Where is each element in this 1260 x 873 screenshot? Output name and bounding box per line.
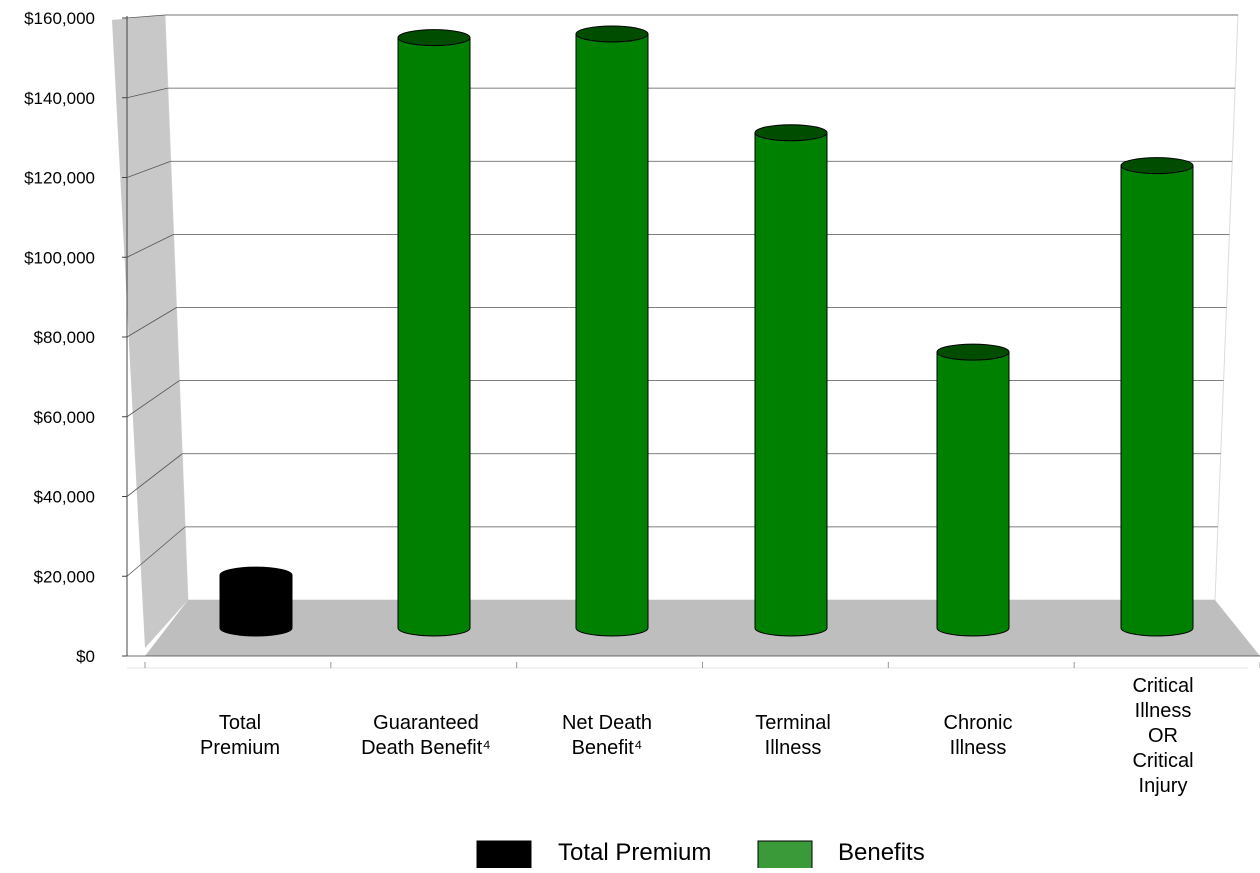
legend-swatch <box>757 840 813 872</box>
gridline-diagonal <box>126 14 166 19</box>
x-tick-label-line: Net Death <box>562 712 652 734</box>
x-tick-label-line: Injury <box>1139 775 1188 797</box>
chart-walls <box>112 14 1260 656</box>
gridline-diagonal <box>126 87 168 99</box>
bar-body <box>1120 165 1194 637</box>
y-tick-label: $160,000 <box>24 9 95 28</box>
x-tick-label: Total Premium <box>200 712 280 759</box>
bars <box>219 25 1194 637</box>
y-tick-label: $0 <box>76 647 95 666</box>
y-tick-label: $60,000 <box>34 408 95 427</box>
bar <box>936 343 1010 637</box>
bar <box>754 124 828 637</box>
gridline-diagonal <box>126 234 174 258</box>
legend-label: Benefits <box>838 839 925 866</box>
y-axis: $0 $20,000 $40,000 $60,000 $80,000 $100,000 $1… <box>24 9 1260 669</box>
x-tick-label-line: Total <box>219 712 261 734</box>
bar-body <box>219 574 293 637</box>
legend-swatch <box>476 840 532 872</box>
y-tick-label: $120,000 <box>24 169 95 188</box>
y-tick-label: $100,000 <box>24 248 95 267</box>
bar-body <box>754 132 828 637</box>
x-tick-label: Terminal Illness <box>755 712 831 759</box>
gridline-diagonal <box>126 453 183 497</box>
bar-top <box>936 343 1010 361</box>
y-tick-label: $40,000 <box>34 488 95 507</box>
bar-top <box>397 29 471 47</box>
legend-item: Total Premium <box>476 839 711 872</box>
x-tick-label-line: Guaranteed <box>373 712 479 734</box>
bar <box>397 29 471 637</box>
bar <box>1120 157 1194 637</box>
x-tick-label: Critical Illness OR Critical Injury <box>1132 675 1193 797</box>
bar-top <box>219 566 293 584</box>
x-tick-label-line: OR <box>1148 725 1178 747</box>
legend: Total Premium Benefits <box>476 839 925 872</box>
x-tick-label: Net Death Benefit⁴ <box>562 712 652 759</box>
x-tick-label: Guaranteed Death Benefit⁴ <box>361 712 491 759</box>
y-tick-label: $20,000 <box>34 567 95 586</box>
legend-label: Total Premium <box>558 839 711 866</box>
x-tick-label-line: Illness <box>950 737 1007 759</box>
x-tick-label-line: Death Benefit⁴ <box>361 737 491 759</box>
y-tick-label: $140,000 <box>24 89 95 108</box>
side-wall <box>112 15 188 648</box>
bar-top <box>1120 157 1194 175</box>
floor <box>145 600 1260 656</box>
x-tick-label: Chronic Illness <box>944 712 1013 759</box>
x-axis-labels: Total Premium Guaranteed Death Benefit⁴ Net … <box>200 675 1194 797</box>
legend-item: Benefits <box>757 839 925 872</box>
x-tick-label-line: Illness <box>765 737 822 759</box>
gridlines <box>126 14 1238 577</box>
x-tick-label-line: Illness <box>1135 700 1192 722</box>
bar <box>219 566 293 637</box>
bar-body <box>397 37 471 637</box>
x-tick-label-line: Benefit⁴ <box>572 737 643 759</box>
x-tick-label-line: Premium <box>200 737 280 759</box>
x-tick-label-line: Critical <box>1132 750 1193 772</box>
bar <box>575 25 649 637</box>
bar-body <box>936 351 1010 637</box>
x-tick-label-line: Terminal <box>755 712 831 734</box>
bar-top <box>575 25 649 43</box>
x-tick-label-line: Critical <box>1132 675 1193 697</box>
gridline-diagonal <box>126 526 186 577</box>
gridline-diagonal <box>126 380 180 418</box>
x-tick-label-line: Chronic <box>944 712 1013 734</box>
gridline-diagonal <box>126 307 177 338</box>
bar-body <box>575 33 649 637</box>
bar-top <box>754 124 828 142</box>
gridline-diagonal <box>126 160 171 178</box>
y-tick-label: $80,000 <box>34 328 95 347</box>
